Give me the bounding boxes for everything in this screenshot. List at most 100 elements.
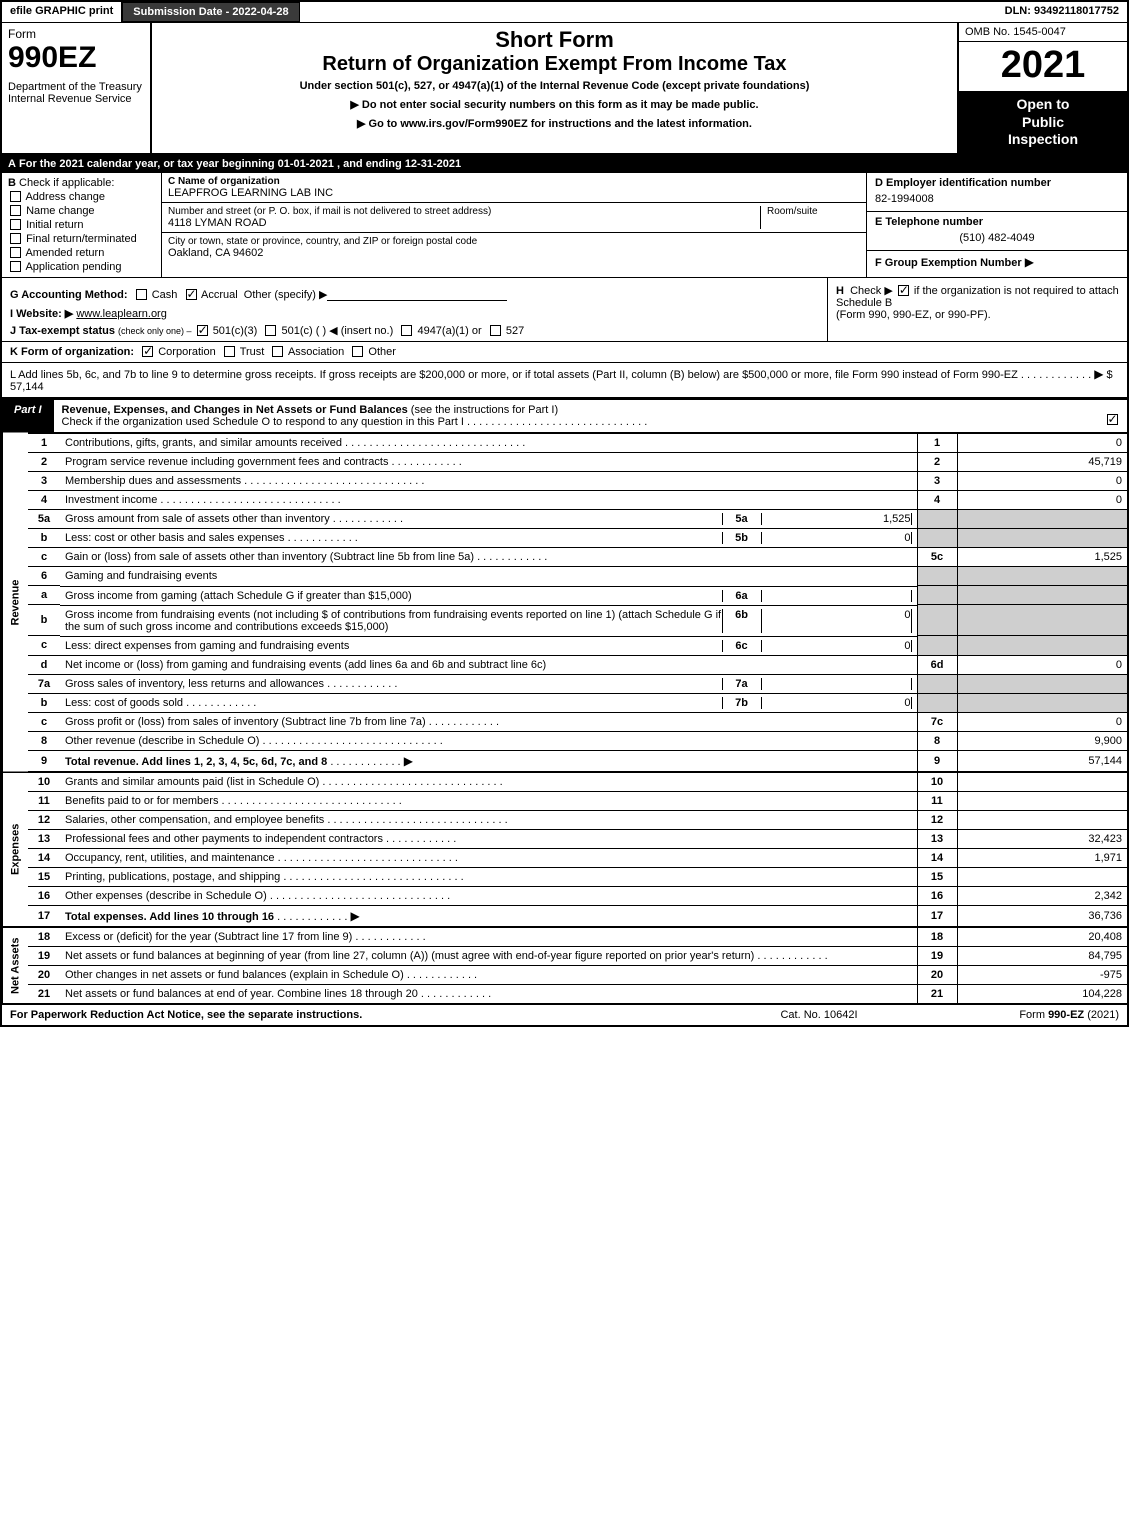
row-a-begin: 01-01-2021: [278, 158, 334, 170]
j-opt1: 501(c)(3): [213, 325, 258, 337]
part-i-check-note: Check if the organization used Schedule …: [62, 416, 1089, 428]
k-corp-checkbox[interactable]: [142, 346, 153, 357]
ln5a-sub: 5a: [722, 513, 762, 525]
ln6a-val-shaded: [957, 586, 1127, 605]
j-501c3-checkbox[interactable]: [197, 325, 208, 336]
revenue-vertical-label: Revenue: [2, 433, 28, 772]
b-opt-initial[interactable]: Initial return: [8, 219, 155, 231]
b-opt-address[interactable]: Address change: [8, 191, 155, 203]
k-other-checkbox[interactable]: [352, 346, 363, 357]
ln7a-desc: Gross sales of inventory, less returns a…: [65, 678, 324, 690]
g-cash-checkbox[interactable]: [136, 289, 147, 300]
ln13-num: 13: [28, 830, 60, 849]
k-trust: Trust: [240, 346, 265, 358]
ln13-desc: Professional fees and other payments to …: [65, 833, 383, 845]
part-i-title: Revenue, Expenses, and Changes in Net As…: [62, 404, 408, 416]
ln21-val: 104,228: [957, 985, 1127, 1004]
b-opt-final[interactable]: Final return/terminated: [8, 233, 155, 245]
ln20-box: 20: [917, 966, 957, 985]
goto-link[interactable]: ▶ Go to www.irs.gov/Form990EZ for instru…: [160, 117, 949, 130]
ln14-desc: Occupancy, rent, utilities, and maintena…: [65, 852, 275, 864]
ln5b-subval: 0: [762, 532, 912, 544]
efile-label[interactable]: efile GRAPHIC print: [2, 2, 122, 22]
ln7b-box-shaded: [917, 693, 957, 713]
ln3-val: 0: [957, 471, 1127, 490]
ln5b-desc: Less: cost or other basis and sales expe…: [65, 532, 285, 544]
dln-label: DLN: 93492118017752: [997, 2, 1127, 22]
b-opt-pending[interactable]: Application pending: [8, 261, 155, 273]
ln5b-val-shaded: [957, 528, 1127, 548]
ln7b-subval: 0: [762, 697, 912, 709]
ln5c-box: 5c: [917, 548, 957, 567]
ln2-val: 45,719: [957, 452, 1127, 471]
ln17-desc: Total expenses. Add lines 10 through 16: [65, 911, 274, 923]
ln16-num: 16: [28, 887, 60, 906]
part-i-paren: (see the instructions for Part I): [411, 404, 558, 416]
h-checkbox[interactable]: [898, 285, 909, 296]
ln6a-sub: 6a: [722, 590, 762, 602]
ln7b-val-shaded: [957, 693, 1127, 713]
box-b: B Check if applicable: Address change Na…: [2, 173, 162, 277]
ln6c-sub: 6c: [722, 640, 762, 652]
ln16-box: 16: [917, 887, 957, 906]
short-form-title: Short Form: [160, 27, 949, 53]
ln7b-num: b: [28, 693, 60, 713]
c-name-label: C Name of organization: [168, 176, 860, 187]
row-k: K Form of organization: Corporation Trus…: [2, 342, 1127, 363]
room-suite-label: Room/suite: [760, 206, 860, 229]
ln5c-val: 1,525: [957, 548, 1127, 567]
ln6a-subval: [762, 590, 912, 602]
ln6a-desc: Gross income from gaming (attach Schedul…: [65, 590, 412, 602]
net-assets-vertical-label: Net Assets: [2, 928, 28, 1003]
ln6b-num: b: [28, 605, 60, 636]
j-527-checkbox[interactable]: [490, 325, 501, 336]
ln18-box: 18: [917, 928, 957, 947]
ln6c-box-shaded: [917, 636, 957, 656]
ln11-desc: Benefits paid to or for members: [65, 795, 218, 807]
expenses-section: Expenses 10 Grants and similar amounts p…: [2, 771, 1127, 926]
ln6d-val: 0: [957, 655, 1127, 674]
ln3-desc: Membership dues and assessments: [65, 475, 241, 487]
j-501c-checkbox[interactable]: [265, 325, 276, 336]
g-cash: Cash: [152, 289, 178, 301]
return-title: Return of Organization Exempt From Incom…: [160, 53, 949, 76]
ln13-val: 32,423: [957, 830, 1127, 849]
form-number: 990EZ: [8, 41, 144, 75]
g-accrual-checkbox[interactable]: [186, 289, 197, 300]
row-a-prefix: A: [8, 158, 16, 170]
b-opt-amended[interactable]: Amended return: [8, 247, 155, 259]
ln2-num: 2: [28, 452, 60, 471]
ln6-num: 6: [28, 567, 60, 586]
ln6a-num: a: [28, 586, 60, 605]
ln14-val: 1,971: [957, 849, 1127, 868]
ln14-box: 14: [917, 849, 957, 868]
b-opt-name[interactable]: Name change: [8, 205, 155, 217]
j-4947-checkbox[interactable]: [401, 325, 412, 336]
ein: 82-1994008: [875, 193, 1119, 205]
ln7a-subval: [762, 678, 912, 690]
ln9-arrow-icon: ▶: [404, 754, 413, 768]
g-other-input[interactable]: [327, 300, 507, 301]
tax-year: 2021: [959, 42, 1127, 92]
ln8-desc: Other revenue (describe in Schedule O): [65, 735, 259, 747]
ln6-desc: Gaming and fundraising events: [60, 567, 917, 586]
ln7c-desc: Gross profit or (loss) from sales of inv…: [65, 716, 426, 728]
ln14-num: 14: [28, 849, 60, 868]
ln6a-box-shaded: [917, 586, 957, 605]
ln10-box: 10: [917, 773, 957, 792]
row-a-text-a: For the 2021 calendar year, or tax year …: [19, 158, 278, 170]
form-header: Form 990EZ Department of the Treasury In…: [2, 23, 1127, 155]
part-i-checkbox[interactable]: [1107, 414, 1118, 425]
b-check-if: Check if applicable:: [19, 177, 114, 189]
ln20-val: -975: [957, 966, 1127, 985]
ln21-num: 21: [28, 985, 60, 1004]
k-assoc-checkbox[interactable]: [272, 346, 283, 357]
form-word: Form: [8, 27, 144, 41]
open-to-public: Open to Public Inspection: [959, 92, 1127, 153]
ln6b-desc1: Gross income from fundraising events (no…: [65, 609, 328, 621]
k-trust-checkbox[interactable]: [224, 346, 235, 357]
ln15-box: 15: [917, 868, 957, 887]
website-url[interactable]: www.leaplearn.org: [76, 308, 167, 320]
org-city: Oakland, CA 94602: [168, 247, 860, 259]
ln1-box: 1: [917, 433, 957, 452]
